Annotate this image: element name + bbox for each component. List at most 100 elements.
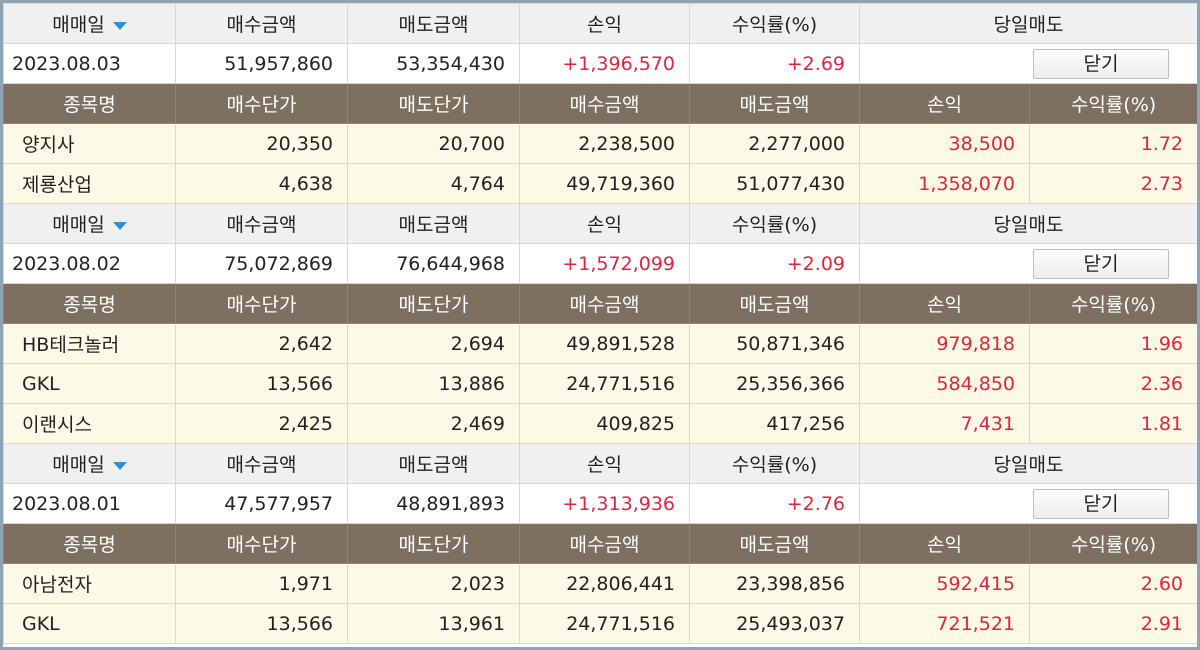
summary-header-row: 매매일 매수금액 매도금액 손익 수익률(%) 당일매도	[3, 443, 1197, 484]
sort-down-icon[interactable]	[112, 221, 127, 230]
stock-name: 아남전자	[3, 563, 176, 604]
summary-header-row: 매매일 매수금액 매도금액 손익 수익률(%) 당일매도	[3, 3, 1197, 44]
col-sell-price-header: 매도단가	[347, 523, 520, 564]
profit-header: 손익	[519, 3, 690, 44]
trade-date-sort-header[interactable]: 매매일	[3, 443, 176, 484]
total-buy-amount: 51,957,860	[175, 43, 348, 84]
sell-amount: 23,398,856	[689, 563, 860, 604]
return-rate: 2.60	[1028, 563, 1197, 604]
sell-price: 13,886	[347, 363, 520, 404]
sort-down-icon[interactable]	[112, 21, 127, 30]
buy-price: 4,638	[175, 163, 348, 204]
sort-down-icon[interactable]	[112, 461, 127, 470]
return-rate: 2.36	[1028, 363, 1197, 404]
stock-row[interactable]: 양지사 20,350 20,700 2,238,500 2,277,000 38…	[3, 123, 1197, 164]
sell-amount: 51,077,430	[689, 163, 860, 204]
col-sell-price-header: 매도단가	[347, 83, 520, 124]
trade-date: 2023.08.02	[3, 243, 176, 284]
sell-price: 2,023	[347, 563, 520, 604]
total-return-rate: +2.76	[689, 483, 860, 524]
trade-date: 2023.08.01	[3, 483, 176, 524]
return-rate-header: 수익률(%)	[689, 443, 860, 484]
profit-header: 손익	[519, 203, 690, 244]
stock-name: HB테크놀러	[3, 323, 176, 364]
col-name-header: 종목명	[3, 83, 176, 124]
total-buy-amount: 47,577,957	[175, 483, 348, 524]
summary-row: 2023.08.01 47,577,957 48,891,893 +1,313,…	[3, 483, 1197, 524]
col-name-header: 종목명	[3, 283, 176, 324]
stock-row[interactable]: 이랜시스 2,425 2,469 409,825 417,256 7,431 1…	[3, 403, 1197, 444]
col-buy-price-header: 매수단가	[175, 83, 348, 124]
profit-header: 손익	[519, 443, 690, 484]
col-sell-amount-header: 매도금액	[689, 83, 860, 124]
return-rate-header: 수익률(%)	[689, 3, 860, 44]
same-day-sell-header: 당일매도	[858, 3, 1197, 44]
total-profit: +1,572,099	[519, 243, 690, 284]
total-sell-amount: 53,354,430	[347, 43, 520, 84]
profit: 1,358,070	[859, 163, 1030, 204]
return-rate-header: 수익률(%)	[689, 203, 860, 244]
stock-row[interactable]: GKL 13,566 13,961 24,771,516 25,493,037 …	[3, 603, 1197, 644]
summary-row: 2023.08.02 75,072,869 76,644,968 +1,572,…	[3, 243, 1197, 284]
col-profit-header: 손익	[859, 283, 1030, 324]
buy-amount: 24,771,516	[519, 363, 690, 404]
sell-amount-header: 매도금액	[347, 443, 520, 484]
profit: 584,850	[859, 363, 1030, 404]
total-sell-amount: 48,891,893	[347, 483, 520, 524]
return-rate: 2.91	[1028, 603, 1197, 644]
trade-date-sort-header[interactable]: 매매일	[3, 203, 176, 244]
buy-price: 20,350	[175, 123, 348, 164]
same-day-sell-header: 당일매도	[858, 443, 1197, 484]
col-return-rate-header: 수익률(%)	[1028, 83, 1197, 124]
col-sell-amount-header: 매도금액	[689, 523, 860, 564]
close-button[interactable]: 닫기	[1033, 248, 1170, 279]
close-button-cell: 닫기	[858, 483, 1197, 524]
summary-row: 2023.08.03 51,957,860 53,354,430 +1,396,…	[3, 43, 1197, 84]
return-rate: 1.81	[1028, 403, 1197, 444]
sell-amount-header: 매도금액	[347, 203, 520, 244]
stock-row[interactable]: 아남전자 1,971 2,023 22,806,441 23,398,856 5…	[3, 563, 1197, 604]
col-profit-header: 손익	[859, 83, 1030, 124]
column-header-row: 종목명 매수단가 매도단가 매수금액 매도금액 손익 수익률(%)	[3, 523, 1197, 564]
profit: 592,415	[859, 563, 1030, 604]
buy-price: 2,642	[175, 323, 348, 364]
col-sell-price-header: 매도단가	[347, 283, 520, 324]
profit: 38,500	[859, 123, 1030, 164]
buy-price: 13,566	[175, 603, 348, 644]
sell-amount: 2,277,000	[689, 123, 860, 164]
stock-name: 제룡산업	[3, 163, 176, 204]
trade-date-sort-header[interactable]: 매매일	[3, 3, 176, 44]
sell-price: 2,469	[347, 403, 520, 444]
col-buy-amount-header: 매수금액	[519, 83, 690, 124]
stock-row[interactable]: HB테크놀러 2,642 2,694 49,891,528 50,871,346…	[3, 323, 1197, 364]
sell-price: 20,700	[347, 123, 520, 164]
total-buy-amount: 75,072,869	[175, 243, 348, 284]
close-button[interactable]: 닫기	[1033, 48, 1170, 79]
total-profit: +1,313,936	[519, 483, 690, 524]
total-sell-amount: 76,644,968	[347, 243, 520, 284]
col-buy-price-header: 매수단가	[175, 523, 348, 564]
profit: 7,431	[859, 403, 1030, 444]
sell-amount: 417,256	[689, 403, 860, 444]
sell-price: 13,961	[347, 603, 520, 644]
buy-price: 1,971	[175, 563, 348, 604]
trade-date: 2023.08.03	[3, 43, 176, 84]
sell-price: 4,764	[347, 163, 520, 204]
close-button[interactable]: 닫기	[1033, 488, 1170, 519]
stock-row[interactable]: 제룡산업 4,638 4,764 49,719,360 51,077,430 1…	[3, 163, 1197, 204]
stock-name: 양지사	[3, 123, 176, 164]
sell-amount: 25,356,366	[689, 363, 860, 404]
summary-header-row: 매매일 매수금액 매도금액 손익 수익률(%) 당일매도	[3, 203, 1197, 244]
stock-row[interactable]: GKL 13,566 13,886 24,771,516 25,356,366 …	[3, 363, 1197, 404]
close-button-cell: 닫기	[858, 43, 1197, 84]
return-rate: 1.72	[1028, 123, 1197, 164]
buy-amount: 2,238,500	[519, 123, 690, 164]
sell-amount: 50,871,346	[689, 323, 860, 364]
total-profit: +1,396,570	[519, 43, 690, 84]
sell-amount-header: 매도금액	[347, 3, 520, 44]
stock-name: GKL	[3, 363, 176, 404]
buy-price: 2,425	[175, 403, 348, 444]
total-return-rate: +2.09	[689, 243, 860, 284]
buy-amount: 49,891,528	[519, 323, 690, 364]
